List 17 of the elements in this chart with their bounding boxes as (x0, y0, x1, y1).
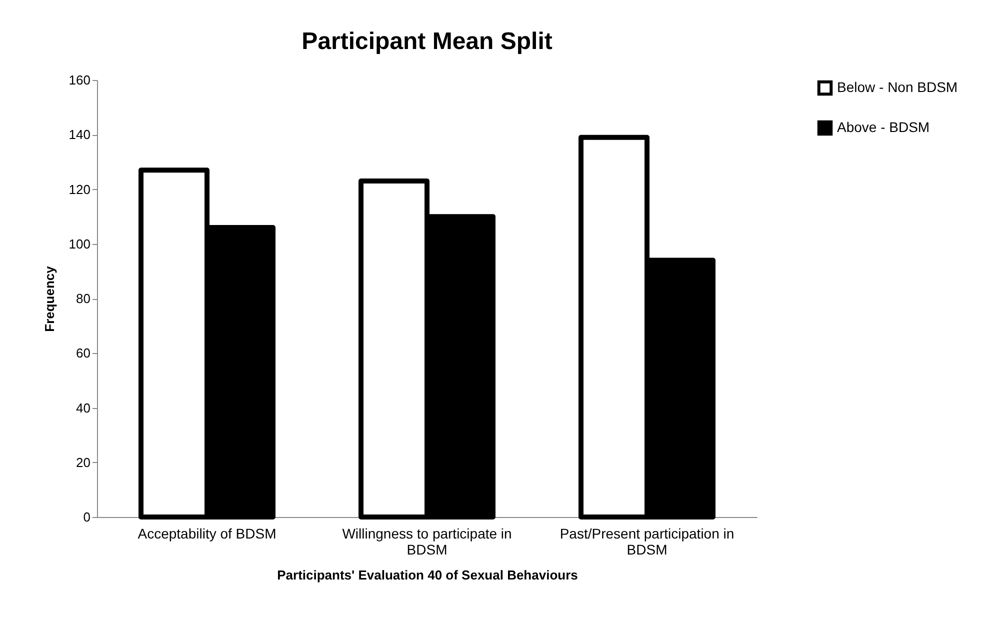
y-tick-label: 60 (76, 346, 90, 361)
y-tick-label: 140 (68, 127, 90, 142)
y-tick-label: 20 (76, 454, 90, 470)
y-tick-label: 100 (68, 236, 90, 252)
chart-title: Participant Mean Split (302, 28, 552, 55)
y-axis-title: Frequency (42, 265, 57, 332)
y-tick-label: 160 (68, 72, 90, 88)
x-tick-label: Willingness to participate in BDSM (342, 526, 512, 558)
legend-label: Above - BDSM (837, 119, 930, 135)
x-tick-label: Past/Present participation in BDSM (560, 526, 734, 558)
y-tick-label: 40 (76, 400, 90, 416)
y-tick-label: 80 (76, 291, 90, 306)
y-tick-label: 120 (68, 182, 90, 197)
legend-label: Below - Non BDSM (837, 79, 958, 95)
x-axis-title: Participants' Evaluation 40 of Sexual Behaviours (277, 568, 578, 582)
y-tick-label: 0 (83, 510, 90, 524)
x-tick-label: Acceptability of BDSM (138, 526, 276, 542)
